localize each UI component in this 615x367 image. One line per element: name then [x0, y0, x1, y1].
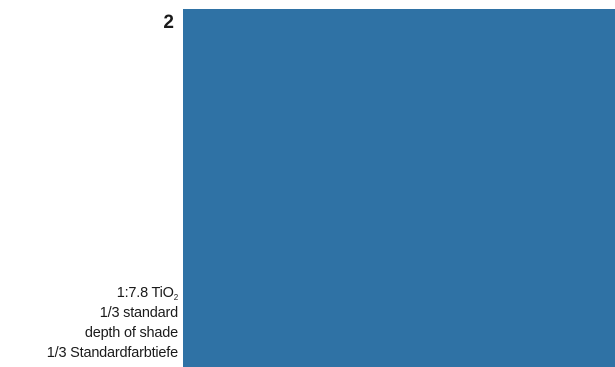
- swatch-caption: 1:7.8 TiO2 1/3 standard depth of shade 1…: [47, 283, 178, 363]
- swatch-number: 2: [163, 12, 174, 33]
- mix-ratio-text: 1:7.8 TiO: [116, 285, 174, 301]
- depth-fraction-line: 1/3 standard: [99, 305, 178, 321]
- depth-of-shade-line: depth of shade: [84, 325, 178, 341]
- mix-ratio-line: 1:7.8 TiO2: [47, 283, 179, 303]
- color-swatch: [183, 9, 615, 367]
- mix-ratio-subscript: 2: [173, 293, 178, 302]
- german-depth-line: 1/3 Standardfarbtiefe: [46, 345, 178, 361]
